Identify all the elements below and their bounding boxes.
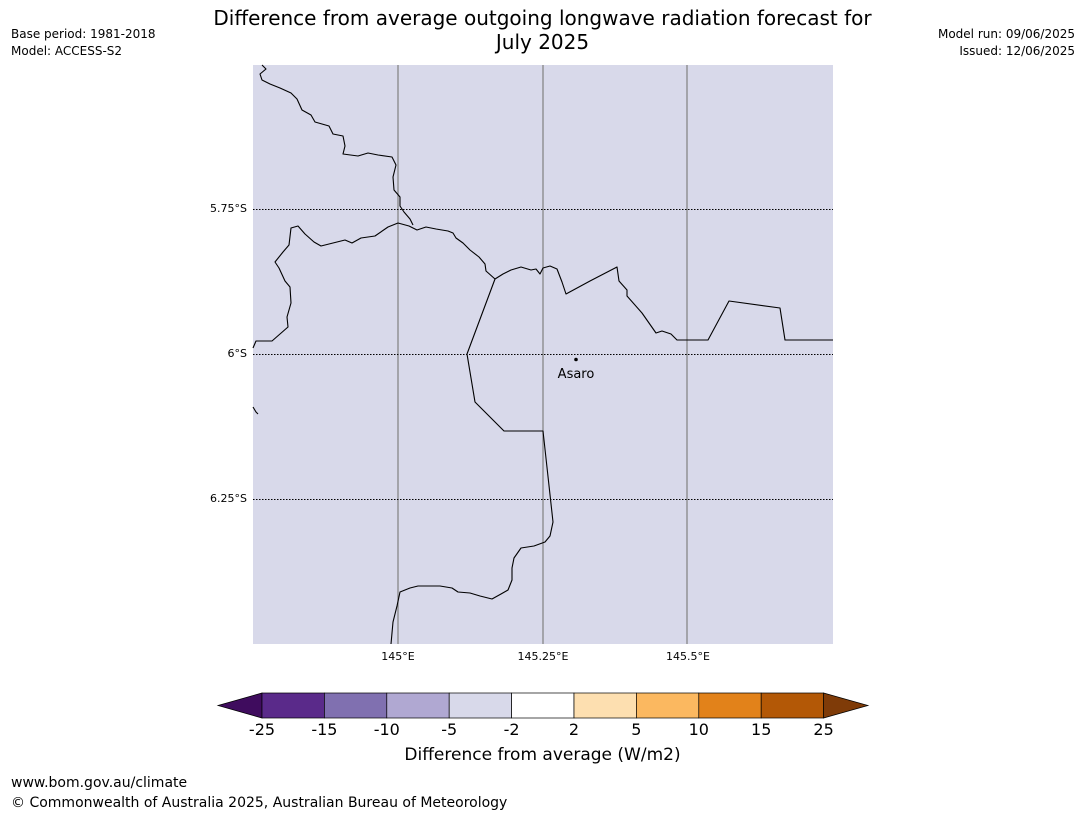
issued-text: Issued: 12/06/2025 xyxy=(959,44,1075,58)
map-title: Difference from average outgoing longwav… xyxy=(0,6,1085,54)
lat-label-5-75: 5.75°S xyxy=(210,202,247,215)
colorbar-bin xyxy=(698,692,762,719)
header-right: Model run: 09/06/2025 Issued: 12/06/2025 xyxy=(938,26,1075,60)
lat-label-6-25: 6.25°S xyxy=(210,492,247,505)
colorbar-tick: -25 xyxy=(248,720,276,739)
model-run-text: Model run: 09/06/2025 xyxy=(937,27,1075,41)
header-left: Base period: 1981-2018 Model: ACCESS-S2 xyxy=(11,26,156,60)
colorbar-bin xyxy=(448,692,512,719)
colorbar-tick: 5 xyxy=(631,720,642,739)
colorbar-tick: 25 xyxy=(813,720,834,739)
parallels xyxy=(253,209,833,500)
border-west-edge xyxy=(252,406,259,415)
colorbar-bin xyxy=(324,692,388,719)
town-marker xyxy=(574,357,578,362)
colorbar-tick: 2 xyxy=(568,720,580,739)
model-text: Model: ACCESS-S2 xyxy=(11,44,123,58)
border-west-central xyxy=(252,222,833,349)
lon-label-145-5: 145.5°E xyxy=(666,650,710,663)
colorbar-ticks: -25 -15 -10 -5 -2 2 5 10 15 25 xyxy=(0,720,1085,742)
colorbar-tick: -2 xyxy=(503,720,520,739)
colorbar-label: Difference from average (W/m2) xyxy=(404,745,681,765)
lon-label-145-25: 145.25°E xyxy=(517,650,569,663)
lon-label-145: 145°E xyxy=(381,650,415,663)
colorbar-bin xyxy=(261,692,325,719)
colorbar-bin xyxy=(760,692,824,719)
colorbar-bin xyxy=(386,692,450,719)
title-line-1: Difference from average outgoing longwav… xyxy=(213,6,872,30)
colorbar-tick: -15 xyxy=(311,720,338,739)
colorbar-tick: 15 xyxy=(751,720,772,739)
colorbar-bin xyxy=(636,692,700,719)
colorbar-bin xyxy=(573,692,637,719)
colorbar-bin xyxy=(511,692,575,719)
colorbar-tick: 10 xyxy=(688,720,709,739)
title-line-2: July 2025 xyxy=(495,30,590,54)
colorbar-tick: -5 xyxy=(441,720,458,739)
border-south xyxy=(390,278,554,645)
lat-label-6: 6°S xyxy=(227,347,247,360)
colorbar xyxy=(216,692,870,719)
colorbar-tick: -10 xyxy=(373,720,400,739)
town-label-asaro: Asaro xyxy=(558,367,595,382)
province-borders xyxy=(252,64,833,645)
footer-url[interactable]: www.bom.gov.au/climate xyxy=(11,775,188,791)
footer-copyright: © Commonwealth of Australia 2025, Austra… xyxy=(11,795,508,811)
colorbar-extend-low xyxy=(216,692,263,719)
colorbar-extend-high xyxy=(823,692,870,719)
border-north-west xyxy=(259,64,414,226)
base-period-text: Base period: 1981-2018 xyxy=(11,27,156,41)
